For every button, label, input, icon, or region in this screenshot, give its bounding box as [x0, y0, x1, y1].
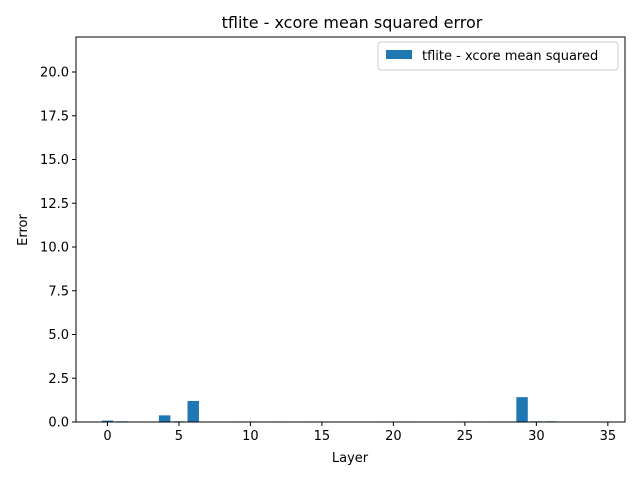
y-tick-label: 15.0 — [40, 153, 69, 168]
x-tick-label: 0 — [103, 429, 111, 444]
bar-layer-4 — [158, 415, 171, 422]
x-ticks: 0 5 10 15 20 25 30 35 — [103, 422, 616, 444]
y-tick-label: 10.0 — [40, 241, 69, 256]
legend-box — [377, 41, 619, 71]
y-tick-label: 20.0 — [40, 66, 69, 81]
x-tick-label: 5 — [175, 429, 183, 444]
y-ticks: 0.0 2.5 5.0 7.5 10.0 12.5 15.0 17.5 20.0 — [40, 66, 76, 431]
y-tick-label: 0.0 — [48, 416, 69, 431]
y-tick-label: 17.5 — [40, 109, 69, 124]
chart-title: tflite - xcore mean squared error — [222, 13, 483, 32]
legend-swatch — [386, 50, 412, 59]
y-tick-label: 7.5 — [48, 284, 69, 299]
bar-layer-6 — [187, 401, 199, 422]
x-tick-label: 20 — [385, 429, 402, 444]
x-tick-label: 15 — [314, 429, 331, 444]
y-tick-label: 2.5 — [48, 372, 69, 387]
x-tick-label: 10 — [242, 429, 259, 444]
legend: tflite - xcore mean squared — [377, 41, 619, 71]
bar-layer-0 — [101, 420, 114, 422]
bar-layer-29 — [516, 397, 528, 422]
y-tick-label: 12.5 — [40, 197, 69, 212]
y-axis-label: Error — [16, 214, 31, 246]
x-tick-label: 35 — [600, 429, 617, 444]
x-axis-label: Layer — [332, 451, 369, 466]
x-tick-label: 25 — [457, 429, 474, 444]
y-tick-label: 5.0 — [48, 328, 69, 343]
x-tick-label: 30 — [528, 429, 545, 444]
plot-area-frame — [75, 36, 626, 423]
legend-label: tflite - xcore mean squared — [422, 49, 598, 64]
